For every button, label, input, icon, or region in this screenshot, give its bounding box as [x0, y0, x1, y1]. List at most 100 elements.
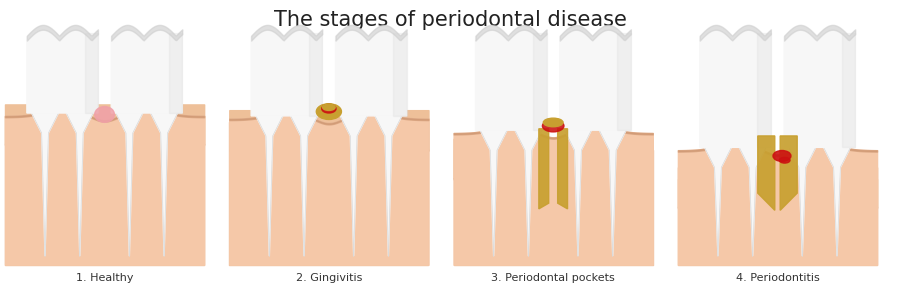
Point: [716, 203, 730, 208]
Point: [577, 223, 591, 227]
Point: [140, 238, 155, 242]
Point: [588, 239, 602, 243]
Polygon shape: [758, 33, 770, 147]
Point: [395, 238, 410, 242]
Point: [519, 211, 534, 216]
Point: [846, 201, 860, 205]
Point: [94, 187, 109, 192]
Point: [860, 211, 874, 216]
Point: [89, 148, 104, 152]
Point: [587, 188, 601, 192]
Point: [865, 192, 879, 197]
Point: [287, 236, 302, 240]
Point: [39, 197, 53, 202]
Text: 1. Healthy: 1. Healthy: [76, 273, 133, 283]
Point: [612, 256, 626, 261]
Point: [526, 223, 541, 228]
Point: [382, 182, 397, 186]
Point: [860, 233, 874, 238]
Point: [616, 178, 630, 183]
Point: [790, 219, 805, 224]
Point: [384, 184, 399, 188]
Point: [40, 251, 55, 256]
Point: [36, 150, 50, 155]
Point: [753, 231, 768, 235]
Point: [724, 216, 738, 221]
Point: [14, 253, 29, 258]
Point: [261, 204, 275, 209]
Point: [770, 255, 785, 260]
Point: [464, 259, 478, 264]
Point: [94, 238, 108, 243]
Text: 2. Gingivitis: 2. Gingivitis: [296, 273, 362, 283]
Point: [94, 179, 109, 184]
Point: [399, 151, 413, 155]
Point: [821, 233, 835, 238]
Point: [144, 152, 158, 157]
Text: 4. Periodontitis: 4. Periodontitis: [735, 273, 819, 283]
Point: [478, 238, 492, 243]
Point: [27, 250, 41, 255]
Point: [329, 186, 344, 190]
Point: [324, 157, 338, 162]
Point: [274, 193, 289, 198]
Point: [810, 214, 824, 219]
Point: [599, 220, 614, 224]
Point: [489, 241, 503, 246]
Point: [347, 246, 362, 250]
Polygon shape: [824, 147, 850, 256]
Point: [163, 239, 177, 243]
Point: [32, 140, 46, 145]
Point: [140, 128, 155, 133]
Point: [676, 207, 690, 212]
Point: [554, 212, 569, 216]
Polygon shape: [515, 130, 542, 256]
Point: [729, 214, 743, 219]
Point: [283, 210, 297, 214]
Point: [248, 187, 263, 191]
Point: [265, 255, 279, 260]
Point: [550, 187, 564, 191]
Point: [32, 238, 47, 243]
Point: [86, 160, 101, 164]
Point: [313, 237, 328, 242]
Point: [130, 203, 145, 208]
Point: [112, 132, 126, 137]
Point: [187, 160, 202, 164]
Polygon shape: [564, 130, 591, 256]
Point: [234, 149, 248, 154]
Point: [284, 210, 298, 215]
Point: [105, 166, 120, 171]
Point: [20, 152, 34, 157]
Point: [86, 252, 101, 256]
Point: [107, 260, 122, 264]
Point: [310, 253, 325, 258]
Point: [242, 201, 256, 205]
Point: [697, 195, 711, 199]
Point: [750, 193, 764, 198]
Point: [258, 182, 273, 187]
Point: [108, 210, 122, 215]
Point: [467, 258, 482, 263]
Point: [51, 214, 66, 218]
Point: [15, 250, 30, 254]
Polygon shape: [475, 26, 546, 130]
Point: [283, 144, 297, 149]
Point: [590, 163, 604, 168]
Point: [284, 206, 299, 210]
Point: [38, 187, 52, 192]
Point: [137, 161, 151, 166]
Point: [340, 209, 355, 214]
Point: [234, 150, 248, 155]
Point: [575, 164, 590, 169]
Point: [293, 224, 308, 229]
Point: [375, 155, 390, 160]
Point: [576, 171, 590, 175]
Point: [408, 190, 422, 194]
Point: [836, 256, 850, 261]
Point: [796, 195, 810, 200]
Text: The stages of periodontal disease: The stages of periodontal disease: [274, 10, 626, 30]
Point: [520, 223, 535, 228]
Point: [178, 176, 193, 181]
Point: [116, 148, 130, 153]
